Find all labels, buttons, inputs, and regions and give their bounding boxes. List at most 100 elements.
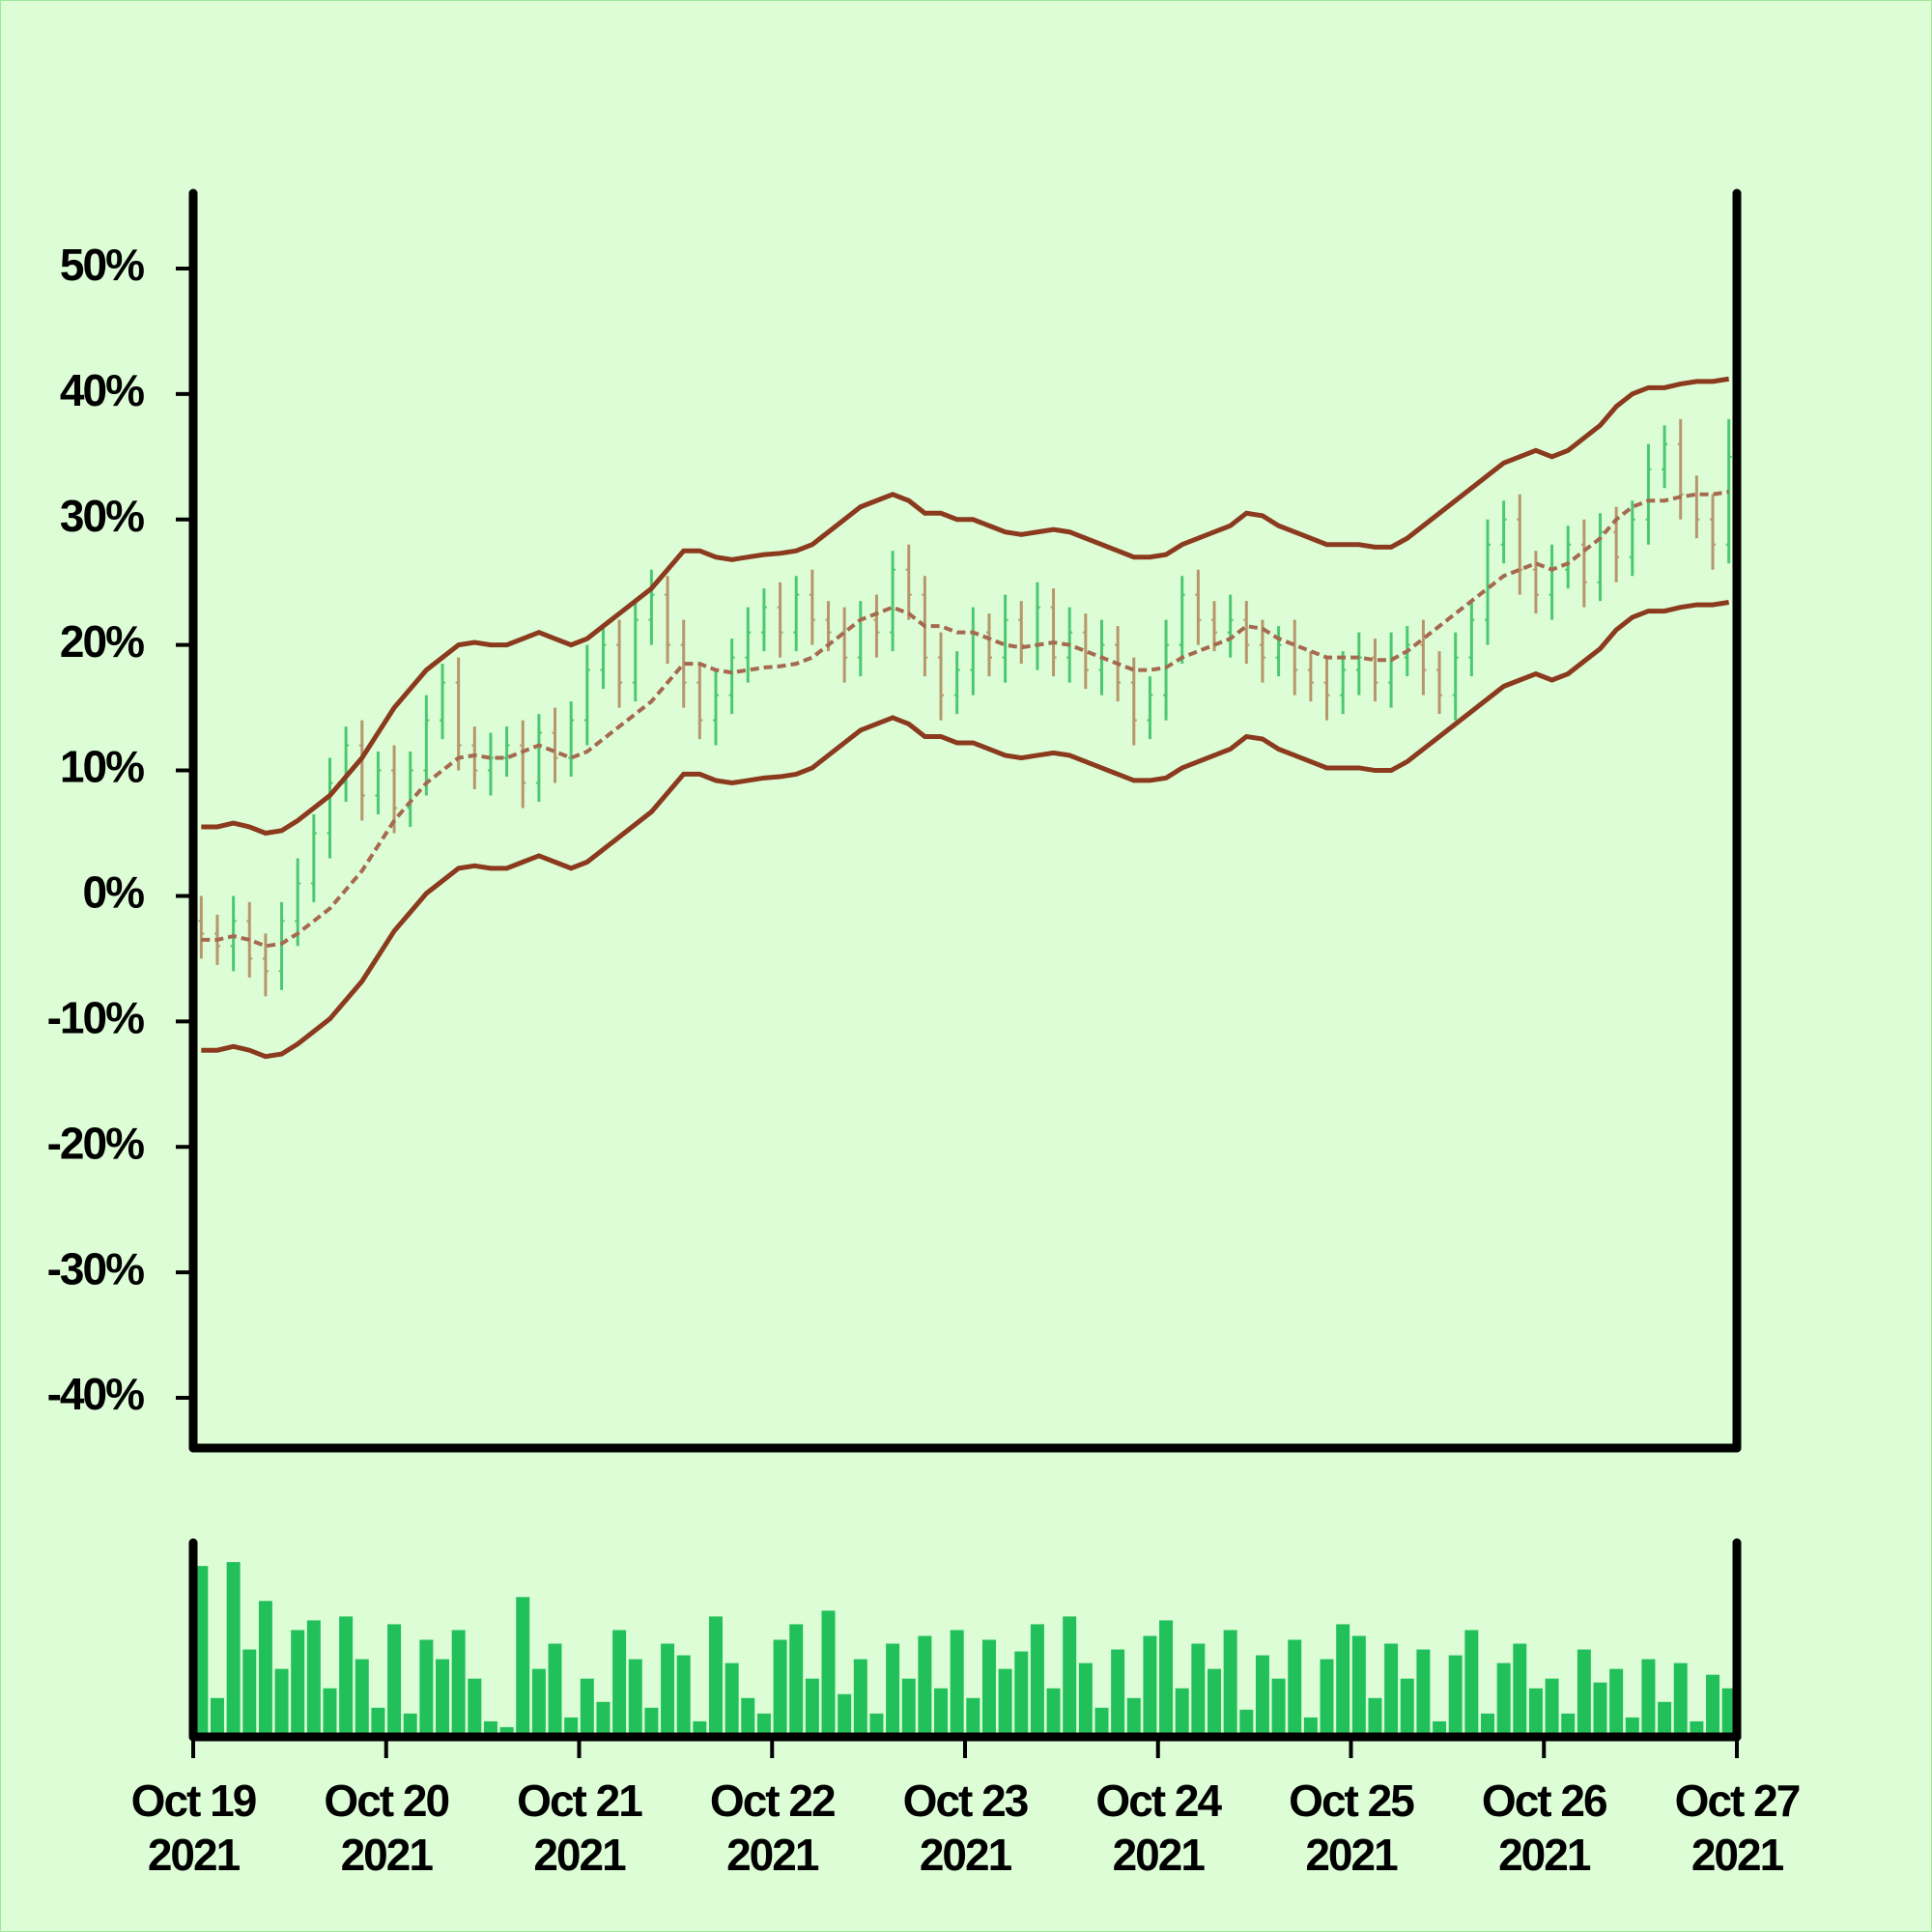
volume-bar — [1288, 1639, 1302, 1737]
volume-bar — [291, 1630, 305, 1737]
volume-bar — [612, 1630, 627, 1737]
band-edge — [201, 600, 1730, 1060]
y-tick-label: 10% — [60, 742, 144, 792]
volume-bar — [1046, 1688, 1061, 1737]
volume-bar — [1030, 1624, 1044, 1737]
volume-bar — [564, 1717, 579, 1737]
volume-bar — [724, 1662, 739, 1737]
volume-bar — [1126, 1697, 1141, 1737]
y-tick-label: 30% — [60, 491, 144, 541]
volume-bar — [966, 1697, 980, 1737]
volume-bar — [869, 1713, 884, 1737]
volume-bar — [1208, 1668, 1222, 1737]
volume-bar — [1191, 1643, 1206, 1737]
y-tick-label: 40% — [60, 365, 144, 415]
volume-bar — [628, 1659, 642, 1737]
volume-bar — [981, 1639, 996, 1737]
volume-bar — [210, 1697, 224, 1737]
volume-bar — [1593, 1682, 1607, 1737]
volume-bar — [323, 1688, 337, 1737]
volume-bar — [1545, 1678, 1559, 1737]
volume-bar — [1239, 1709, 1254, 1737]
volume-bar — [436, 1659, 450, 1737]
volume-bar — [451, 1630, 466, 1737]
volume-bar — [1561, 1713, 1576, 1737]
x-tick-label: Oct 27 — [1675, 1776, 1800, 1826]
volume-bar — [676, 1655, 691, 1737]
volume-bar — [1641, 1659, 1656, 1737]
volume-bar — [548, 1643, 562, 1737]
volume-bar — [773, 1639, 787, 1737]
volume-bar — [258, 1601, 272, 1737]
volume-bar — [1223, 1630, 1237, 1737]
volume-bar — [516, 1597, 530, 1737]
x-tick-label: Oct 22 — [710, 1776, 835, 1826]
volume-bar — [226, 1562, 241, 1737]
volume-bar — [419, 1639, 434, 1737]
volume-bar — [853, 1659, 867, 1737]
volume-bar — [821, 1610, 836, 1737]
x-tick-year: 2021 — [920, 1830, 1012, 1880]
volume-bar — [1658, 1701, 1672, 1737]
volume-bar — [1159, 1620, 1174, 1737]
volume-bar — [1464, 1630, 1479, 1737]
volume-bar — [756, 1713, 771, 1737]
volume-bar — [1175, 1688, 1189, 1737]
volume-bar — [1721, 1688, 1736, 1737]
volume-bar — [886, 1643, 900, 1737]
x-tick-year: 2021 — [1305, 1830, 1398, 1880]
volume-bar — [1014, 1651, 1029, 1737]
volume-bar — [1384, 1643, 1399, 1737]
volume-bar — [741, 1697, 755, 1737]
volume-bar — [306, 1620, 321, 1737]
y-tick-label: -40% — [47, 1369, 144, 1419]
volume-bar — [387, 1624, 402, 1737]
x-tick-label: Oct 24 — [1095, 1776, 1222, 1826]
x-tick-year: 2021 — [341, 1830, 434, 1880]
x-tick-label: Oct 19 — [131, 1776, 256, 1826]
y-tick-label: -20% — [47, 1118, 144, 1168]
x-tick-year: 2021 — [1691, 1830, 1784, 1880]
volume-bar — [838, 1693, 852, 1737]
volume-bar — [1078, 1662, 1093, 1737]
volume-bar — [371, 1707, 385, 1737]
volume-bar — [1271, 1678, 1286, 1737]
volume-bar — [1303, 1717, 1318, 1737]
volume-bar — [403, 1713, 417, 1737]
volume-bar — [242, 1649, 257, 1737]
y-tick-label: 0% — [83, 867, 145, 918]
y-tick-label: -10% — [47, 992, 144, 1042]
volume-bar — [1368, 1697, 1382, 1737]
x-tick-year: 2021 — [533, 1830, 626, 1880]
volume-bar — [1528, 1688, 1543, 1737]
volume-bar — [580, 1678, 594, 1737]
volume-bar — [1400, 1678, 1414, 1737]
volume-bar — [789, 1624, 804, 1737]
volume-bar — [644, 1707, 659, 1737]
volume-bar — [1063, 1616, 1077, 1737]
volume-bar — [1480, 1713, 1494, 1737]
volume-bar — [998, 1668, 1012, 1737]
x-tick-year: 2021 — [1113, 1830, 1206, 1880]
volume-bar — [1448, 1655, 1463, 1737]
y-tick-label: 50% — [60, 240, 144, 290]
volume-bar — [1320, 1659, 1334, 1737]
volume-bar — [918, 1635, 932, 1737]
x-tick-year: 2021 — [726, 1830, 819, 1880]
volume-bar — [1351, 1635, 1366, 1737]
volume-bar — [499, 1726, 514, 1737]
volume-bar — [1255, 1655, 1269, 1737]
volume-bar — [1577, 1649, 1591, 1737]
x-tick-label: Oct 25 — [1289, 1776, 1414, 1826]
volume-bar — [355, 1659, 369, 1737]
y-tick-label: 20% — [60, 616, 144, 667]
volume-bar — [1513, 1643, 1527, 1737]
volume-bar — [1336, 1624, 1350, 1737]
volume-bar — [596, 1701, 611, 1737]
y-tick-label: -30% — [47, 1243, 144, 1293]
volume-bar — [274, 1668, 289, 1737]
x-tick-label: Oct 21 — [517, 1776, 642, 1826]
volume-bar — [661, 1643, 675, 1737]
